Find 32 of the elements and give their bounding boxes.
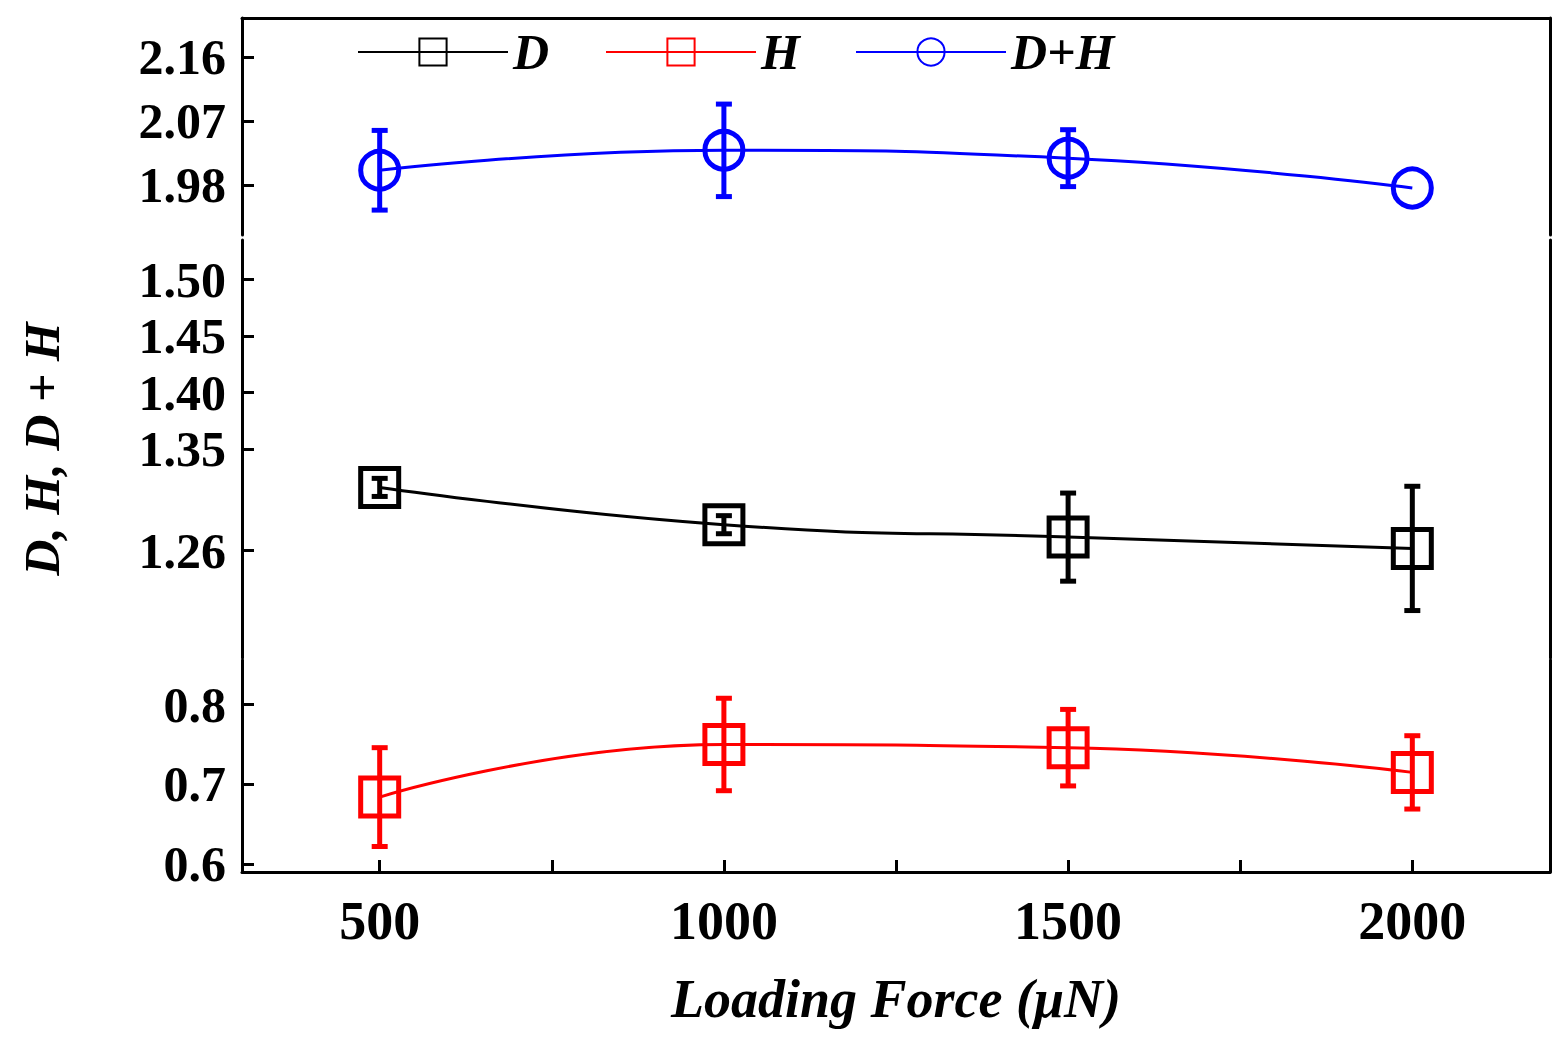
y-tick-label: 0.7 — [163, 756, 226, 813]
y-tick-label: 1.40 — [138, 364, 226, 421]
x-tick-label: 1000 — [669, 891, 778, 951]
point — [358, 465, 402, 509]
point — [1390, 526, 1434, 570]
y-axis-title: D, H, D + H — [14, 320, 70, 577]
y-tick-label: 0.6 — [163, 836, 226, 893]
point — [1046, 136, 1090, 180]
point — [358, 775, 402, 819]
legend-label: H — [760, 24, 802, 80]
point — [358, 148, 402, 192]
point — [1046, 726, 1090, 770]
legend-label: D — [512, 24, 550, 80]
point — [702, 722, 746, 766]
point — [702, 128, 746, 172]
x-axis-title: Loading Force (μN) — [670, 969, 1121, 1029]
y-tick-label: 2.16 — [138, 29, 226, 86]
x-tick-label: 1500 — [1014, 891, 1123, 951]
x-tick-label: 500 — [339, 891, 421, 951]
point — [1046, 515, 1090, 559]
y-tick-label: 1.45 — [138, 308, 226, 365]
x-tick-label: 2000 — [1358, 891, 1467, 951]
point — [1390, 166, 1434, 210]
y-tick-label: 1.50 — [138, 251, 226, 308]
y-tick-label: 2.07 — [138, 93, 226, 150]
point — [1390, 750, 1434, 794]
y-tick-label: 1.26 — [138, 522, 226, 579]
y-tick-label: 0.8 — [163, 676, 226, 733]
y-tick-label: 1.35 — [138, 421, 226, 477]
legend-label: D+H — [1010, 24, 1117, 80]
point — [702, 503, 746, 547]
y-tick-label: 1.98 — [138, 157, 226, 214]
